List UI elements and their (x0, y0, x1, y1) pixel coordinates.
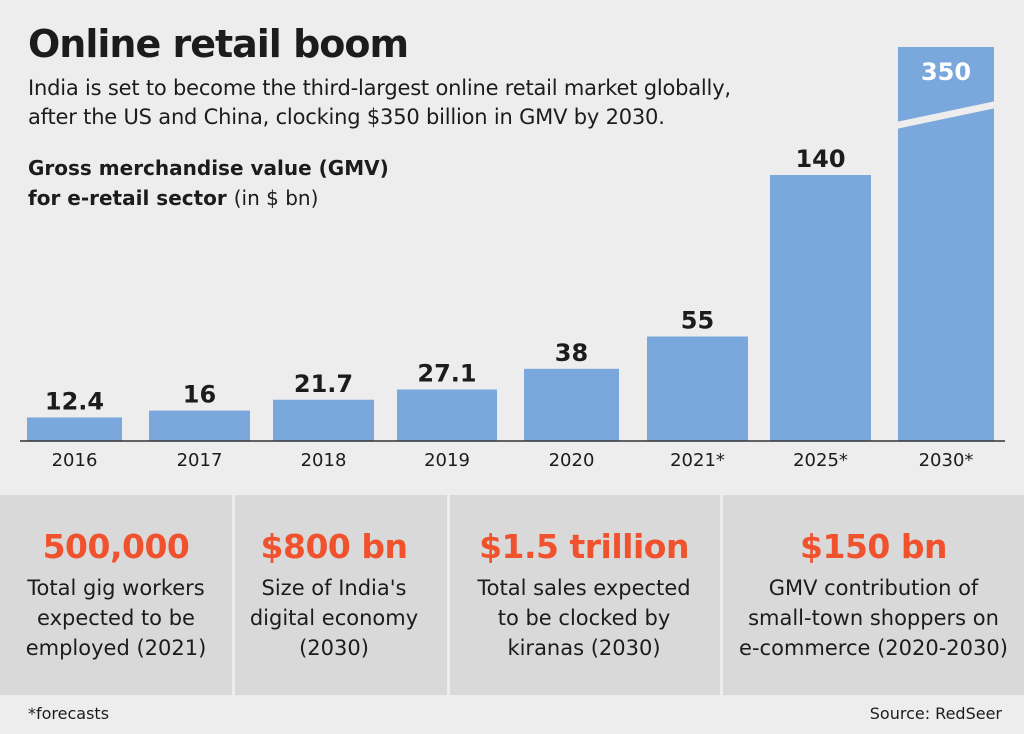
value-label: 38 (555, 339, 588, 367)
stat-desc-line: GMV contribution of (768, 576, 979, 600)
bar-2025 (770, 175, 871, 441)
x-tick-label: 2017 (177, 450, 223, 471)
chart-label-unit: (in $ bn) (233, 186, 319, 210)
value-labels-layer: 12.4 16 21.7 27.1 38 55 140 350 (45, 58, 971, 415)
chart-label-text: for e-retail sector (28, 186, 227, 210)
stats-panel: 500,000 Total gig workers expected to be… (0, 495, 1024, 695)
chart-label-line-1: Gross merchandise value (GMV) (28, 156, 389, 180)
stat-value: $150 bn (800, 527, 947, 566)
subtitle-line-1: India is set to become the third-largest… (28, 76, 731, 100)
stat-kiranas: $1.5 trillion Total sales expected to be… (450, 495, 718, 695)
stat-desc-line: to be clocked by (497, 606, 671, 630)
stat-desc-line: employed (2021) (25, 636, 207, 660)
stat-desc-line: Total gig workers (27, 576, 205, 600)
stat-small-town-shoppers: $150 bn GMV contribution of small-town s… (723, 495, 1024, 695)
bar-2021 (647, 336, 748, 441)
x-tick-label: 2030* (919, 450, 974, 471)
subtitle-line-2: after the US and China, clocking $350 bi… (28, 105, 665, 129)
stat-desc-line: e-commerce (2020-2030) (739, 636, 1008, 660)
footnote: *forecasts (28, 704, 110, 723)
x-tick-label: 2018 (301, 450, 347, 471)
value-label: 350 (921, 58, 971, 86)
bar-2018 (273, 399, 374, 441)
bar-2016 (27, 417, 122, 441)
stat-value: 500,000 (42, 527, 190, 566)
bars-layer (27, 47, 996, 441)
stat-description: Total gig workers expected to be employe… (0, 573, 232, 663)
bar-2020 (524, 368, 619, 441)
value-label: 12.4 (45, 387, 104, 415)
stat-desc-line: small-town shoppers on (748, 606, 999, 630)
stat-description: Size of India's digital economy (2030) (235, 573, 433, 663)
stat-divider (447, 495, 450, 695)
stat-desc-line: (2030) (299, 636, 369, 660)
stat-gig-workers: 500,000 Total gig workers expected to be… (0, 495, 232, 695)
value-label: 16 (183, 381, 216, 409)
value-label: 140 (795, 145, 845, 173)
value-label: 55 (681, 307, 714, 335)
stat-desc-line: Total sales expected (477, 576, 691, 600)
x-tick-label: 2025* (793, 450, 848, 471)
x-tick-label: 2019 (424, 450, 470, 471)
page-title: Online retail boom (28, 22, 409, 66)
chart-label-line-2: for e-retail sector (in $ bn) (28, 186, 318, 210)
bar-2017 (149, 410, 250, 441)
tick-labels-layer: 2016 2017 2018 2019 2020 2021* 2025* 2030* (52, 450, 974, 471)
stat-desc-line: expected to be (37, 606, 195, 630)
bar-2019 (397, 389, 497, 441)
x-tick-label: 2016 (52, 450, 98, 471)
stat-value: $800 bn (260, 527, 408, 566)
x-tick-label: 2021* (670, 450, 725, 471)
stat-desc-line: digital economy (249, 606, 419, 630)
stat-description: GMV contribution of small-town shoppers … (723, 573, 1024, 663)
stat-desc-line: kiranas (2030) (507, 636, 661, 660)
stat-value: $1.5 trillion (479, 527, 689, 566)
value-label: 21.7 (294, 370, 353, 398)
stat-description: Total sales expected to be clocked by ki… (450, 573, 718, 663)
x-tick-label: 2020 (549, 450, 595, 471)
stat-divider (232, 495, 235, 695)
axis-break-mark (896, 101, 996, 129)
stat-desc-line: Size of India's (261, 576, 407, 600)
stat-divider (720, 495, 723, 695)
stat-digital-economy: $800 bn Size of India's digital economy … (235, 495, 433, 695)
value-label: 27.1 (417, 360, 476, 388)
source-credit: Source: RedSeer (869, 704, 1002, 723)
